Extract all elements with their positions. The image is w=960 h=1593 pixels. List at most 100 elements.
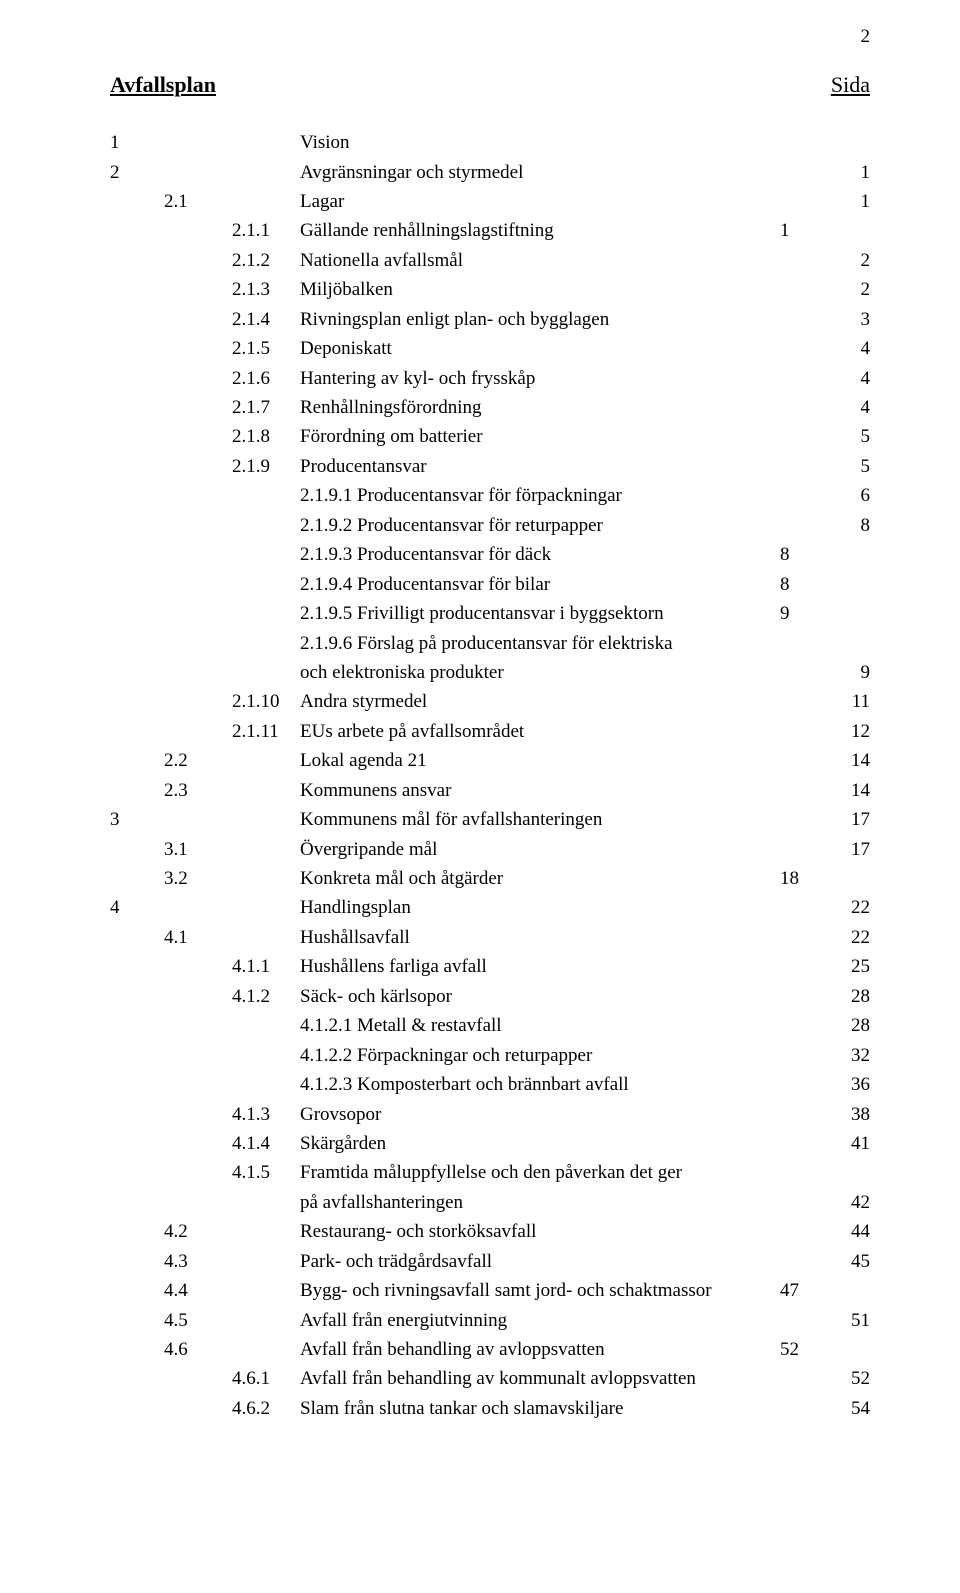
toc-page-right: 12 [834, 717, 870, 746]
toc-level3-num [232, 599, 300, 628]
toc-row: 4.5Avfall från energiutvinning51 [110, 1306, 870, 1335]
toc-level1-num [110, 540, 164, 569]
toc-level1-num [110, 481, 164, 510]
toc-level2-num [164, 481, 232, 510]
toc-level2-num [164, 570, 232, 599]
page-number: 2 [861, 22, 871, 51]
toc-page-inline [780, 364, 834, 393]
toc-page-right [834, 1276, 870, 1305]
toc-row: 4.1.2.2 Förpackningar och returpapper32 [110, 1041, 870, 1070]
toc-level1-num: 1 [110, 128, 164, 157]
toc-label: Förordning om batterier [300, 422, 780, 451]
toc-level3-num [232, 158, 300, 187]
toc-row: 2.1.9.2 Producentansvar för returpapper8 [110, 511, 870, 540]
toc-label: Producentansvar [300, 452, 780, 481]
toc-level3-num [232, 511, 300, 540]
toc-page-inline: 52 [780, 1335, 834, 1364]
toc-page-right [834, 1158, 870, 1187]
toc-page-inline [780, 1100, 834, 1129]
toc-level1-num [110, 275, 164, 304]
toc-label: 4.1.2.1 Metall & restavfall [300, 1011, 780, 1040]
toc-level1-num [110, 187, 164, 216]
toc-level3-num [232, 893, 300, 922]
toc-row: 4.1.2Säck- och kärlsopor28 [110, 982, 870, 1011]
toc-level1-num [110, 246, 164, 275]
toc-level2-num [164, 275, 232, 304]
toc-row: 2.1.9Producentansvar 5 [110, 452, 870, 481]
toc-level1-num [110, 452, 164, 481]
toc-row: 2.1.6Hantering av kyl- och frysskåp4 [110, 364, 870, 393]
toc-level2-num [164, 334, 232, 363]
toc-level2-num [164, 393, 232, 422]
toc-label: Deponiskatt [300, 334, 780, 363]
toc-level2-num [164, 717, 232, 746]
toc-page-inline [780, 717, 834, 746]
toc-level3-num: 2.1.5 [232, 334, 300, 363]
toc-label: EUs arbete på avfallsområdet [300, 717, 780, 746]
toc-page-right: 2 [834, 275, 870, 304]
toc-label: 2.1.9.6 Förslag på producentansvar för e… [300, 629, 780, 658]
toc-row: 4.6.1Avfall från behandling av kommunalt… [110, 1364, 870, 1393]
toc-page-right: 5 [834, 422, 870, 451]
toc-page-right: 44 [834, 1217, 870, 1246]
toc-page-right: 14 [834, 746, 870, 775]
toc-page-right: 5 [834, 452, 870, 481]
toc-label: Hushållens farliga avfall [300, 952, 780, 981]
toc-level2-num [164, 422, 232, 451]
toc-level1-num [110, 835, 164, 864]
toc-page-inline [780, 422, 834, 451]
toc-level1-num [110, 305, 164, 334]
toc-page-right: 52 [834, 1364, 870, 1393]
toc-page-inline [780, 629, 834, 658]
toc-level1-num [110, 1306, 164, 1335]
toc-level1-num [110, 746, 164, 775]
toc-level1-num [110, 1100, 164, 1129]
toc-page-inline [780, 893, 834, 922]
toc-label: Restaurang- och storköksavfall [300, 1217, 780, 1246]
toc-row: 4Handlingsplan22 [110, 893, 870, 922]
toc-page-right [834, 570, 870, 599]
toc-row: 2.1.9.5 Frivilligt producentansvar i byg… [110, 599, 870, 628]
toc-page-right: 41 [834, 1129, 870, 1158]
toc-level1-num [110, 629, 164, 658]
toc-label: Säck- och kärlsopor [300, 982, 780, 1011]
toc-page-inline: 8 [780, 570, 834, 599]
toc-level3-num: 2.1.6 [232, 364, 300, 393]
toc-label: Renhållningsförordning [300, 393, 780, 422]
toc-level2-num [164, 246, 232, 275]
toc-row: 1Vision [110, 128, 870, 157]
toc-label: Avfall från behandling av avloppsvatten [300, 1335, 780, 1364]
toc-level1-num [110, 511, 164, 540]
toc-row: 2.1.1Gällande renhållningslagstiftning1 [110, 216, 870, 245]
toc-row: 2.3Kommunens ansvar14 [110, 776, 870, 805]
toc-level3-num [232, 746, 300, 775]
toc-level1-num [110, 864, 164, 893]
toc-level3-num [232, 1070, 300, 1099]
toc-page-right: 4 [834, 393, 870, 422]
toc-page-right: 32 [834, 1041, 870, 1070]
toc-level2-num: 3.2 [164, 864, 232, 893]
toc-page-inline [780, 1129, 834, 1158]
toc-page-inline [780, 393, 834, 422]
toc-row: 4.4Bygg- och rivningsavfall samt jord- o… [110, 1276, 870, 1305]
toc-level1-num [110, 1364, 164, 1393]
toc-level1-num [110, 334, 164, 363]
toc-page-inline: 8 [780, 540, 834, 569]
toc-page-inline [780, 1394, 834, 1423]
toc-level2-num [164, 158, 232, 187]
toc-page-right: 22 [834, 923, 870, 952]
toc-level2-num: 4.3 [164, 1247, 232, 1276]
toc-page-inline [780, 1158, 834, 1187]
toc-page-right: 14 [834, 776, 870, 805]
toc-level3-num: 2.1.9 [232, 452, 300, 481]
toc-page-right: 42 [834, 1188, 870, 1217]
toc-level3-num [232, 1041, 300, 1070]
toc-label: Bygg- och rivningsavfall samt jord- och … [300, 1276, 780, 1305]
toc-level2-num: 2.1 [164, 187, 232, 216]
toc-level1-num [110, 216, 164, 245]
toc-label: Handlingsplan [300, 893, 780, 922]
toc-level3-num: 2.1.2 [232, 246, 300, 275]
toc-page-right: 6 [834, 481, 870, 510]
toc-page-right: 22 [834, 893, 870, 922]
toc-level2-num [164, 599, 232, 628]
